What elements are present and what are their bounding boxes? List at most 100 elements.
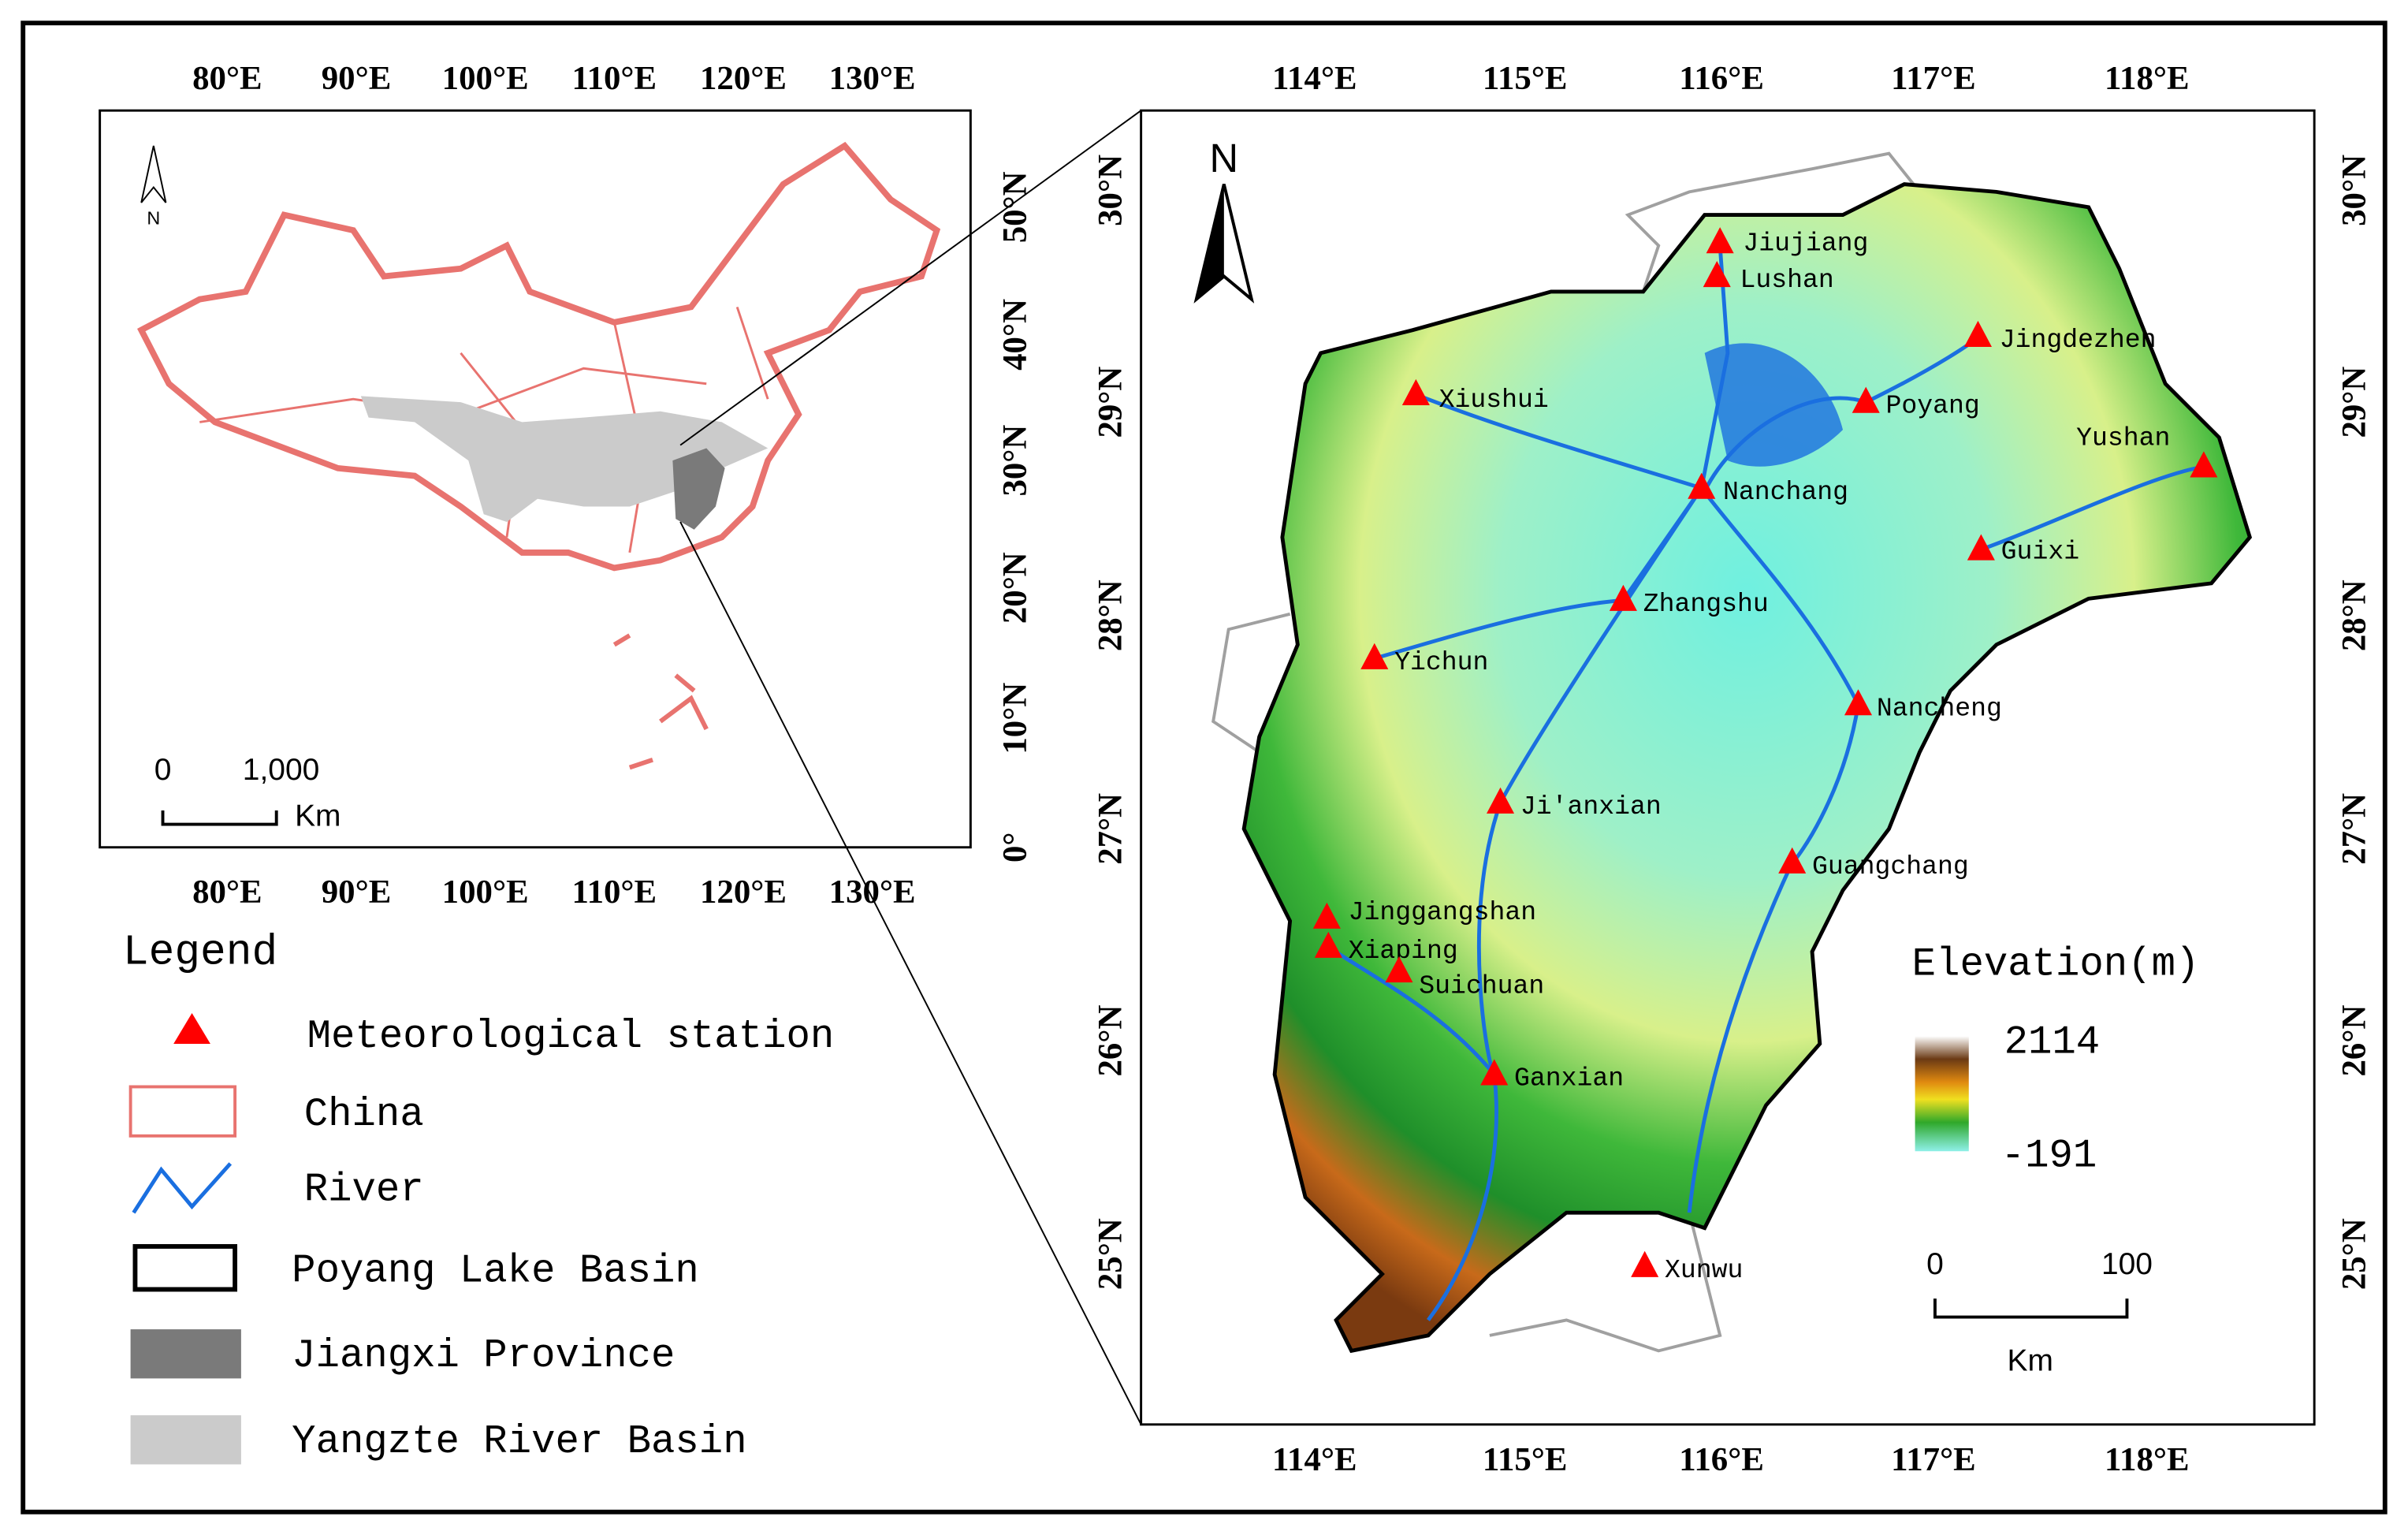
station-marker bbox=[1778, 847, 1807, 874]
lon-tick-label: 117°E bbox=[1891, 60, 1976, 97]
station-label: Guangchang bbox=[1812, 851, 1969, 881]
station-label: Jiujiang bbox=[1743, 228, 1868, 258]
inset-north-label: N bbox=[147, 207, 160, 228]
lat-tick-label: 30°N bbox=[996, 425, 1033, 497]
outer-frame bbox=[20, 20, 2388, 1515]
lon-tick-label: 120°E bbox=[700, 874, 787, 911]
main-north-label: N bbox=[1210, 136, 1239, 181]
south-sea-islands bbox=[612, 633, 709, 770]
station-marker bbox=[1312, 902, 1341, 929]
station-marker bbox=[1844, 689, 1873, 716]
station-label: Lushan bbox=[1740, 265, 1833, 295]
yangtze-basin bbox=[360, 396, 769, 522]
station-label: Yushan bbox=[2076, 423, 2170, 453]
station-marker bbox=[1486, 787, 1515, 814]
scale-label: 100 bbox=[2101, 1247, 2153, 1281]
elevation-title: Elevation(m) bbox=[1912, 942, 2200, 987]
lon-tick-label: 100°E bbox=[442, 60, 529, 97]
lon-tick-label: 115°E bbox=[1483, 1441, 1568, 1478]
legend-label: Jiangxi Province bbox=[292, 1334, 675, 1379]
station-marker bbox=[1852, 386, 1880, 413]
legend-label: Meteorological station bbox=[307, 1015, 835, 1060]
legend-river-icon bbox=[132, 1162, 233, 1214]
lon-tick-label: 114°E bbox=[1272, 1441, 1357, 1478]
station-marker bbox=[1480, 1059, 1509, 1086]
lon-tick-label: 90°E bbox=[322, 874, 392, 911]
jiangxi-province bbox=[672, 448, 725, 530]
lon-tick-label: 130°E bbox=[829, 60, 916, 97]
legend-label: Yangzte River Basin bbox=[292, 1420, 746, 1465]
lon-tick-label: 110°E bbox=[572, 60, 657, 97]
county-borders bbox=[1211, 151, 1921, 1353]
station-marker bbox=[1706, 227, 1734, 254]
elevation-max: 2114 bbox=[2004, 1021, 2101, 1066]
legend-label: Poyang Lake Basin bbox=[292, 1250, 699, 1295]
station-marker bbox=[1385, 956, 1413, 983]
zoom-line bbox=[679, 521, 1142, 1425]
legend-china-icon bbox=[128, 1085, 237, 1138]
lat-tick-label: 28°N bbox=[1092, 579, 1129, 651]
lon-tick-label: 117°E bbox=[1891, 1441, 1976, 1478]
lat-tick-label: 30°N bbox=[2335, 155, 2373, 226]
legend-label: China bbox=[304, 1093, 424, 1138]
inset-frame bbox=[99, 109, 972, 849]
station-marker bbox=[1631, 1250, 1659, 1277]
lon-tick-label: 114°E bbox=[1272, 60, 1357, 97]
main-scale-bar bbox=[1933, 1298, 2129, 1319]
station-marker bbox=[2190, 451, 2218, 478]
main-north-arrow-half bbox=[1196, 184, 1224, 300]
lat-tick-label: 25°N bbox=[1092, 1218, 1129, 1290]
poyang-basin bbox=[1241, 182, 2253, 1354]
legend-title: Legend bbox=[123, 930, 277, 978]
station-label: Xiaping bbox=[1349, 936, 1458, 966]
station-marker bbox=[1360, 643, 1389, 669]
lat-tick-label: 26°N bbox=[1092, 1005, 1129, 1077]
elevation-ramp bbox=[1915, 1036, 1969, 1152]
legend-jiangxi-icon bbox=[130, 1329, 241, 1379]
inset-north-arrow bbox=[140, 145, 167, 203]
lon-tick-label: 90°E bbox=[322, 60, 392, 97]
station-label: Zhangshu bbox=[1643, 589, 1769, 619]
station-marker bbox=[1963, 320, 1992, 348]
scale-label: 0 bbox=[1926, 1247, 1944, 1281]
station-label: Poyang bbox=[1886, 391, 1980, 421]
lat-tick-label: 27°N bbox=[1092, 793, 1129, 865]
station-label: Yichun bbox=[1394, 647, 1488, 677]
lat-tick-label: 30°N bbox=[1092, 155, 1129, 226]
legend-basin-icon bbox=[132, 1244, 238, 1292]
lat-tick-label: 29°N bbox=[2335, 367, 2373, 438]
legend-yangtze-icon bbox=[130, 1415, 241, 1465]
station-marker bbox=[1609, 584, 1637, 611]
zoom-line bbox=[679, 110, 1142, 446]
lat-tick-label: 25°N bbox=[2335, 1218, 2373, 1290]
legend-label: River bbox=[304, 1168, 424, 1213]
lat-tick-label: 50°N bbox=[996, 171, 1033, 243]
lon-tick-label: 100°E bbox=[442, 874, 529, 911]
lon-tick-label: 116°E bbox=[1679, 60, 1764, 97]
inset-scale-bar bbox=[161, 810, 278, 826]
scale-unit: Km bbox=[2007, 1344, 2053, 1378]
scale-label: 0 bbox=[154, 753, 172, 787]
station-label: Xiushui bbox=[1439, 385, 1549, 415]
lat-tick-label: 26°N bbox=[2335, 1005, 2373, 1077]
lon-tick-label: 80°E bbox=[192, 60, 262, 97]
lon-tick-label: 118°E bbox=[2105, 60, 2190, 97]
station-label: Nancheng bbox=[1877, 693, 2002, 723]
lat-tick-label: 20°N bbox=[996, 552, 1033, 624]
station-marker bbox=[1688, 472, 1716, 499]
lat-tick-label: 29°N bbox=[1092, 367, 1129, 438]
station-label: Jingdezhen bbox=[2000, 325, 2157, 355]
lon-tick-label: 130°E bbox=[829, 874, 916, 911]
lon-tick-label: 118°E bbox=[2105, 1441, 2190, 1478]
legend-station-icon bbox=[173, 1013, 210, 1044]
lat-tick-label: 0° bbox=[996, 832, 1033, 863]
lon-tick-label: 110°E bbox=[572, 874, 657, 911]
lat-tick-label: 40°N bbox=[996, 299, 1033, 371]
station-marker bbox=[1314, 931, 1342, 958]
lat-tick-label: 10°N bbox=[996, 683, 1033, 754]
station-marker bbox=[1703, 260, 1731, 288]
station-label: Jinggangshan bbox=[1349, 897, 1537, 927]
lon-tick-label: 80°E bbox=[192, 874, 262, 911]
